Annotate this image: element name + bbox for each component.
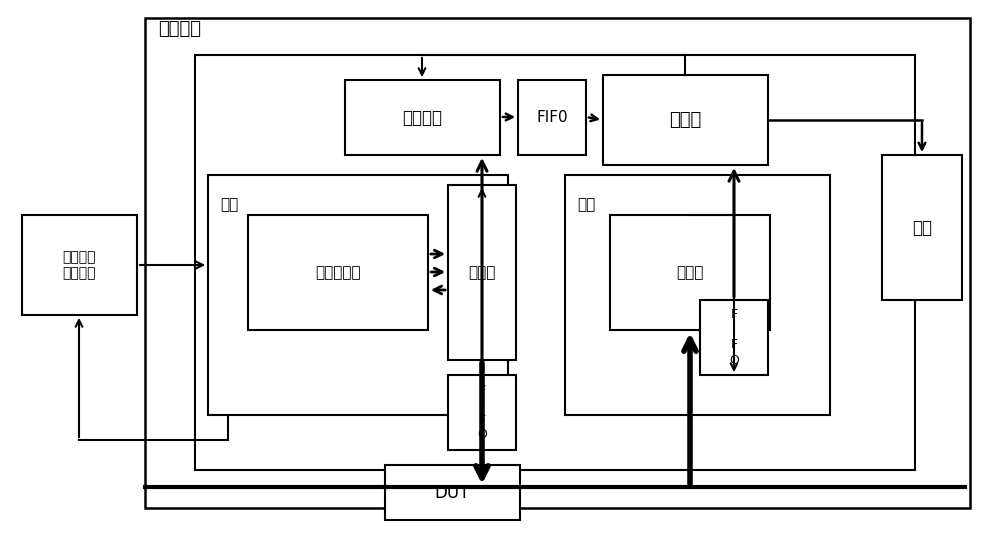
Text: FIF0: FIF0 [536, 110, 568, 125]
Text: 监控器: 监控器 [676, 265, 704, 280]
Bar [518, 80, 586, 155]
Text: 驱动器: 驱动器 [468, 265, 496, 280]
Text: 基础测试: 基础测试 [158, 20, 201, 38]
Text: 得分板: 得分板 [669, 111, 702, 129]
Text: 报告: 报告 [912, 218, 932, 237]
Bar [345, 80, 500, 155]
Bar [22, 215, 137, 315]
Bar [385, 465, 520, 520]
Bar [448, 375, 516, 450]
Text: 代理: 代理 [577, 197, 595, 212]
Bar [700, 300, 768, 375]
Bar [565, 175, 830, 415]
Text: 序列生成器: 序列生成器 [315, 265, 361, 280]
Bar [248, 215, 428, 330]
Bar [603, 75, 768, 165]
Bar [882, 155, 962, 300]
Bar [610, 215, 770, 330]
Text: DUT: DUT [435, 483, 470, 502]
Bar [448, 185, 516, 360]
Bar [145, 18, 970, 508]
Text: F
I
F
O: F I F O [729, 308, 739, 367]
Text: F
I
F
O: F I F O [477, 383, 487, 441]
Text: 测试激励
（序列）: 测试激励 （序列） [63, 250, 96, 280]
Bar [208, 175, 508, 415]
Text: 代理: 代理 [220, 197, 238, 212]
Text: 参考模型: 参考模型 [402, 109, 442, 127]
Bar [195, 55, 915, 470]
